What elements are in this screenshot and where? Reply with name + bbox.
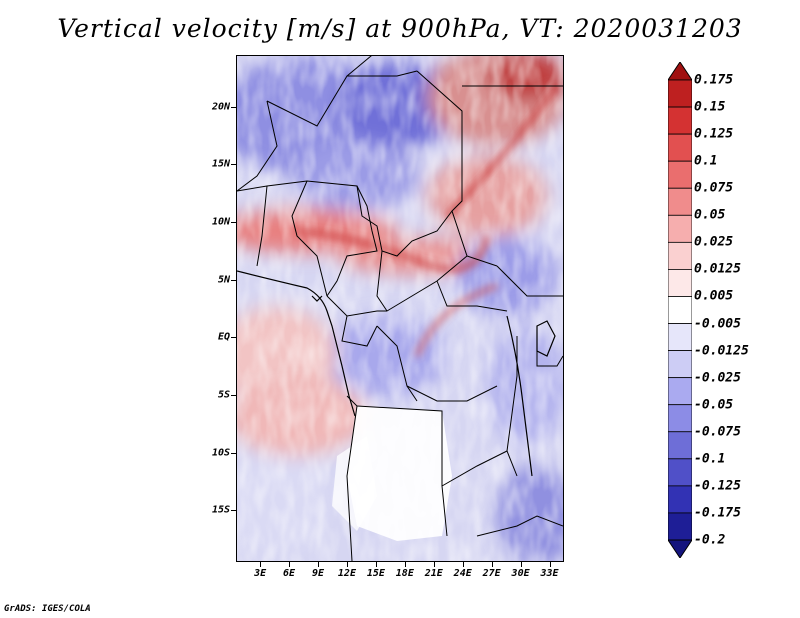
colorbar-bin xyxy=(668,296,692,324)
colorbar-level-label: -0.025 xyxy=(694,370,741,386)
coastline xyxy=(237,270,556,477)
colorbar-level-label: 0.1 xyxy=(694,153,718,169)
lon-tick-mark xyxy=(433,562,435,567)
lon-tick-mark xyxy=(462,562,464,567)
lon-tick-label: 6E xyxy=(283,568,296,579)
colorbar-level-label: -0.125 xyxy=(694,478,741,494)
lon-tick-mark xyxy=(549,562,551,567)
lat-tick-mark xyxy=(231,510,236,512)
lat-tick-label: 10S xyxy=(211,447,230,459)
colorbar-level-label: 0.025 xyxy=(694,234,734,250)
colorbar-level-label: 0.05 xyxy=(694,207,726,223)
vertical-velocity-field xyxy=(237,56,563,561)
colorbar-bin xyxy=(668,404,692,433)
colorbar-level-label: -0.05 xyxy=(694,397,734,413)
lat-tick-label: 20N xyxy=(211,101,230,113)
colorbar-level-label: 0.125 xyxy=(694,126,734,142)
lat-tick-mark xyxy=(231,106,236,108)
lat-tick-label: 15N xyxy=(211,158,230,170)
chart-title: Vertical velocity [m/s] at 900hPa, VT: 2… xyxy=(57,14,743,43)
colorbar xyxy=(668,62,692,558)
colorbar-bin xyxy=(668,187,692,216)
lon-tick-label: 9E xyxy=(311,568,325,579)
map-plot-area xyxy=(236,55,564,562)
colorbar-level-label: 0.005 xyxy=(694,288,734,304)
lat-tick-label: 10N xyxy=(211,216,230,228)
colorbar-level-label: -0.075 xyxy=(694,424,741,440)
lon-tick-mark xyxy=(260,562,262,567)
colorbar-bin xyxy=(668,431,692,460)
colorbar-level-label: 0.15 xyxy=(694,99,726,115)
lon-tick-label: 18E xyxy=(395,568,414,579)
colorbar-level-label: 0.075 xyxy=(694,180,734,196)
colorbar-level-label: -0.0125 xyxy=(694,343,749,359)
colorbar-bin xyxy=(668,377,692,406)
lon-tick-mark xyxy=(289,562,291,567)
colorbar-bottom-arrow xyxy=(668,539,692,558)
lon-tick-label: 30E xyxy=(511,568,530,579)
colorbar-bin xyxy=(668,79,692,108)
colorbar-bin xyxy=(668,133,692,162)
lat-tick-mark xyxy=(231,279,236,281)
colorbar-level-label: -0.2 xyxy=(694,532,726,548)
lat-tick-label: 5N xyxy=(217,274,230,286)
lat-tick-label: 15S xyxy=(211,504,230,516)
lon-tick-mark xyxy=(375,562,377,567)
colorbar-bin xyxy=(668,241,692,270)
colorbar-level-label: -0.005 xyxy=(694,316,741,332)
colorbar-top-arrow xyxy=(668,62,692,81)
colorbar-level-label: -0.1 xyxy=(694,451,726,467)
colorbar-level-label: 0.0125 xyxy=(694,261,741,277)
lat-tick-mark xyxy=(231,164,236,166)
colorbar-bin xyxy=(668,512,692,541)
colorbar-bin xyxy=(668,160,692,189)
lat-tick-mark xyxy=(231,394,236,396)
lon-tick-mark xyxy=(318,562,319,567)
lat-tick-mark xyxy=(231,337,236,339)
colorbar-bin xyxy=(668,485,692,514)
colorbar-bin xyxy=(668,350,692,379)
lat-tick-label: 5S xyxy=(217,389,230,401)
lon-tick-label: 15E xyxy=(366,568,385,579)
lon-tick-label: 27E xyxy=(482,568,501,579)
lon-tick-mark xyxy=(520,562,522,567)
country-borders xyxy=(237,56,563,561)
lon-tick-label: 12E xyxy=(337,568,356,579)
lon-tick-label: 24E xyxy=(453,568,472,579)
lon-tick-mark xyxy=(346,562,348,567)
colorbar-bin xyxy=(668,214,692,243)
colorbar-bin xyxy=(668,458,692,487)
colorbar-bin xyxy=(668,269,692,297)
colorbar-bin xyxy=(668,323,692,351)
lat-tick-label: EQ xyxy=(217,331,230,343)
colorbar-level-label: 0.175 xyxy=(694,72,734,88)
colorbar-level-label: -0.175 xyxy=(694,505,741,521)
lat-tick-mark xyxy=(231,452,236,454)
lat-tick-mark xyxy=(231,222,236,224)
lon-tick-mark xyxy=(491,562,493,567)
lon-tick-label: 3E xyxy=(254,568,267,579)
lon-tick-label: 33E xyxy=(540,568,559,579)
footer-credit: GrADS: IGES/COLA xyxy=(4,604,91,614)
lon-tick-label: 21E xyxy=(424,568,443,579)
lon-tick-mark xyxy=(404,562,406,567)
colorbar-bin xyxy=(668,106,692,135)
